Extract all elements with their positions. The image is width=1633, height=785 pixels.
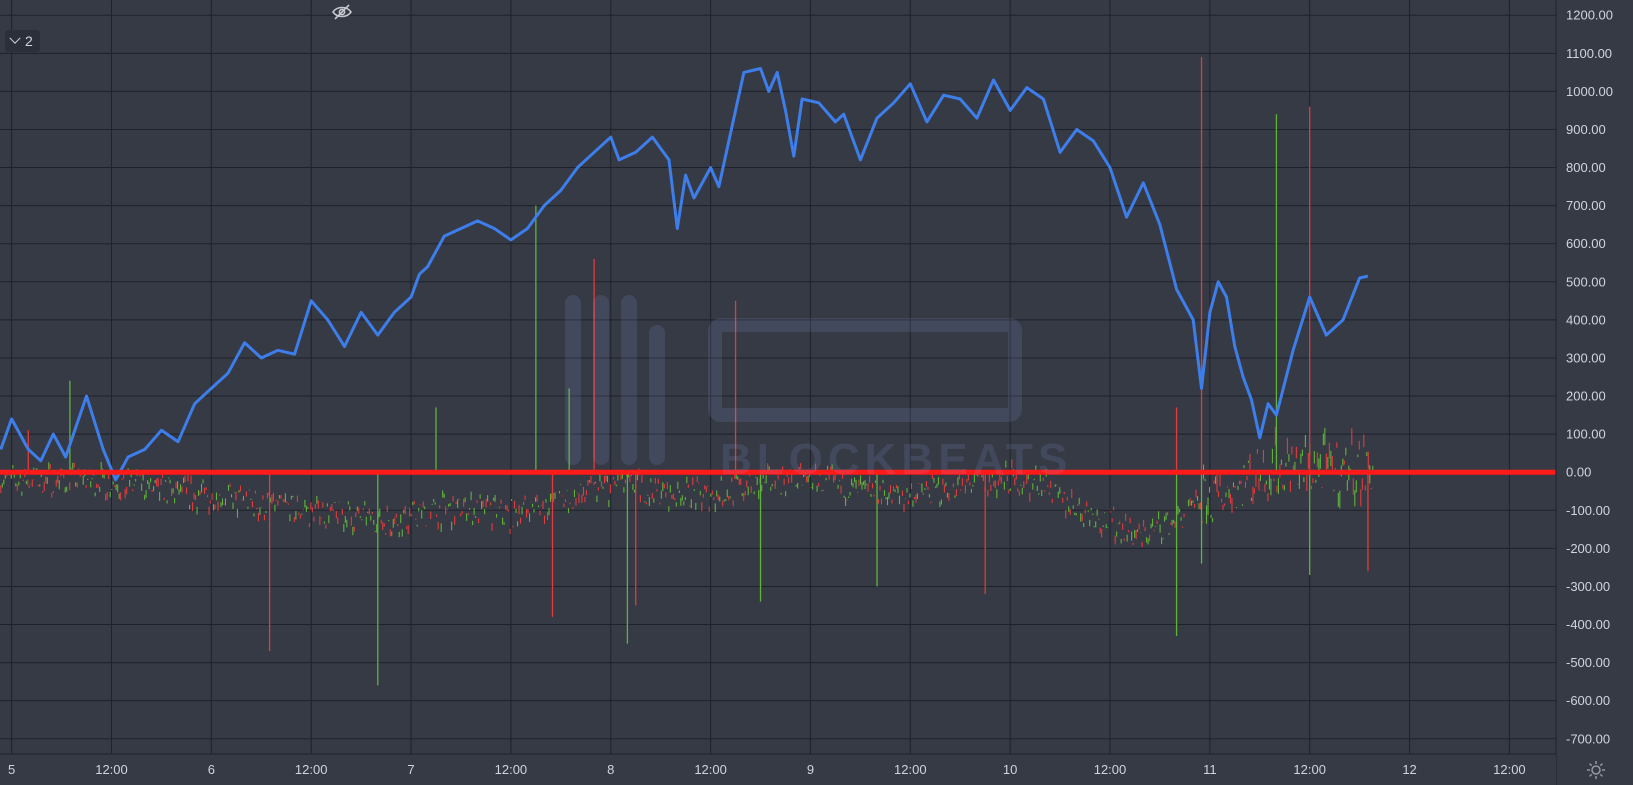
line-series [0, 67, 1369, 482]
price-axis-panel[interactable] [1556, 0, 1633, 785]
x-tick-label: 12:00 [894, 762, 927, 777]
x-tick-label: 7 [407, 762, 414, 777]
y-tick-label: -400.00 [1566, 617, 1610, 632]
y-tick-label: 600.00 [1566, 236, 1606, 251]
y-tick-label: 500.00 [1566, 274, 1606, 289]
y-tick-label: -100.00 [1566, 503, 1610, 518]
x-tick-label: 12 [1402, 762, 1416, 777]
y-tick-label: -600.00 [1566, 693, 1610, 708]
y-tick-label: 1100.00 [1566, 46, 1612, 61]
y-tick-label: 100.00 [1566, 427, 1606, 442]
x-tick-label: 12:00 [1493, 762, 1526, 777]
x-tick-label: 12:00 [1094, 762, 1127, 777]
y-axis-ticks: 1200.00 1100.00 1000.00 900.00 800.00 700.00 6… [1566, 8, 1613, 747]
x-tick-label: 10 [1003, 762, 1017, 777]
y-tick-label: -300.00 [1566, 579, 1610, 594]
series-line [0, 67, 1369, 482]
y-tick-label: 200.00 [1566, 389, 1606, 404]
time-axis-panel[interactable] [0, 754, 1556, 785]
y-tick-label: 0.00 [1566, 465, 1591, 480]
settings-gear-icon[interactable] [1586, 760, 1606, 780]
y-tick-label: 900.00 [1566, 122, 1606, 137]
x-tick-label: 5 [8, 762, 15, 777]
x-tick-label: 12:00 [495, 762, 528, 777]
y-tick-label: 800.00 [1566, 160, 1606, 175]
x-tick-label: 6 [208, 762, 215, 777]
x-tick-label: 12:00 [295, 762, 328, 777]
y-tick-label: -500.00 [1566, 655, 1610, 670]
y-tick-label: 400.00 [1566, 312, 1606, 327]
y-tick-label: -700.00 [1566, 731, 1610, 746]
y-tick-label: 700.00 [1566, 198, 1606, 213]
x-tick-label: 8 [607, 762, 614, 777]
legend-count: 2 [25, 33, 33, 49]
x-tick-label: 9 [807, 762, 814, 777]
y-tick-label: -200.00 [1566, 541, 1610, 556]
x-tick-label: 11 [1203, 762, 1217, 777]
histogram-bars [0, 57, 1374, 686]
y-tick-label: 1000.00 [1566, 84, 1613, 99]
x-tick-label: 12:00 [694, 762, 727, 777]
x-tick-label: 12:00 [95, 762, 128, 777]
x-axis-ticks: 5 12:00 6 12:00 7 12:00 8 12:00 9 12:00 10 12:00 11 1… [8, 762, 1526, 777]
hidden-eye-icon[interactable] [331, 4, 353, 20]
y-tick-label: 300.00 [1566, 350, 1606, 365]
chevron-down-icon [9, 32, 21, 44]
y-tick-label: 1200.00 [1566, 8, 1613, 23]
legend-collapse-button[interactable]: 2 [5, 30, 40, 52]
x-tick-label: 12:00 [1293, 762, 1326, 777]
